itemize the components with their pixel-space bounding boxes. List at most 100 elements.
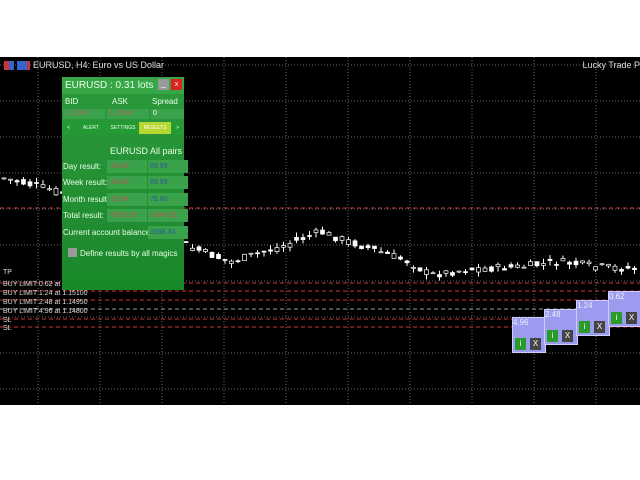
candle <box>632 267 637 270</box>
candle <box>450 272 455 276</box>
tab-next[interactable]: > <box>176 125 180 131</box>
candle <box>424 269 429 275</box>
candle <box>216 254 221 260</box>
candle <box>567 261 572 265</box>
candle <box>339 236 345 241</box>
candle <box>502 268 507 271</box>
candle <box>430 272 436 275</box>
minimize-button[interactable]: _ <box>158 79 169 90</box>
candle <box>313 229 319 233</box>
tab-prev[interactable]: < <box>66 125 70 131</box>
magics-checkbox-label[interactable]: Define results by all magics <box>80 249 178 258</box>
order-label: BUY LIMIT 2.48 at 1.14950 <box>3 299 88 306</box>
magics-checkbox[interactable] <box>68 248 77 257</box>
candle <box>593 266 598 271</box>
row-label: Total result: <box>63 211 104 220</box>
candle <box>8 178 13 181</box>
day-all: 69.99 <box>148 160 188 173</box>
candle <box>183 241 189 243</box>
order-box: 4.96 i X <box>512 317 546 353</box>
candle <box>417 267 423 272</box>
candle <box>437 274 442 278</box>
candle <box>40 184 46 188</box>
order-info-button[interactable]: i <box>515 338 526 350</box>
candle <box>385 251 390 254</box>
candle <box>53 188 59 196</box>
order-label-tp: TP <box>3 269 12 276</box>
candle <box>300 237 306 240</box>
candle <box>34 182 39 184</box>
candle <box>47 188 52 191</box>
order-close-button[interactable]: X <box>594 321 605 333</box>
close-button[interactable]: x <box>171 79 182 90</box>
candle <box>365 245 371 248</box>
candle <box>580 260 585 264</box>
order-info-button[interactable]: i <box>579 321 590 333</box>
candle <box>255 252 260 255</box>
candle <box>515 264 520 268</box>
candle <box>508 264 514 268</box>
tab-settings[interactable]: SETTINGS <box>110 125 136 131</box>
spread-label: Spread <box>152 97 178 106</box>
order-info-button[interactable]: i <box>547 330 558 342</box>
candle <box>190 247 195 251</box>
candle <box>599 263 605 266</box>
order-label: BUY LIMIT 4.96 at 1.14800 <box>3 308 88 315</box>
candle <box>222 259 228 261</box>
tab-results[interactable]: RESULTS <box>139 122 172 134</box>
candle <box>287 243 293 248</box>
candle <box>443 270 449 274</box>
order-lots: 1.24 <box>577 301 593 310</box>
candle <box>521 266 527 269</box>
total-all: -6340.91 <box>148 209 188 222</box>
candle <box>534 261 540 267</box>
candle <box>586 261 592 265</box>
candle <box>235 260 241 263</box>
candle <box>307 235 312 237</box>
candle <box>606 263 611 267</box>
panel-title: EURUSD : 0.31 lots <box>62 77 184 94</box>
candle <box>333 236 338 242</box>
col-symbol: EURUSD <box>110 146 149 156</box>
order-label: BUY LIMIT 0.62 at <box>3 281 61 288</box>
candle <box>248 252 254 255</box>
candle <box>495 263 501 268</box>
candle <box>391 253 397 259</box>
candle <box>359 245 364 250</box>
order-label-sl: SL <box>3 317 12 324</box>
order-box: 0.62 i X <box>608 291 640 327</box>
balance-value: 3598.34 <box>148 226 188 239</box>
tab-alert[interactable]: ALERT <box>82 125 99 131</box>
expert-name: Lucky Trade P <box>582 60 640 70</box>
candle <box>528 261 533 266</box>
month-all: 78.80 <box>148 193 188 206</box>
candle <box>320 229 325 235</box>
price-chart[interactable]: EURUSD, H4: Euro vs US Dollar Lucky Trad… <box>0 57 640 405</box>
candle <box>203 248 208 253</box>
chart-title: EURUSD, H4: Euro vs US Dollar <box>33 60 165 70</box>
order-box: 1.24 i X <box>576 300 610 336</box>
candle <box>352 240 358 247</box>
balance-label: Current account balance <box>63 228 151 237</box>
candle <box>612 265 618 271</box>
row-label: Month result: <box>63 195 110 204</box>
ask-label: ASK <box>112 97 129 106</box>
week-symbol: -34.46 <box>107 176 147 189</box>
order-label-sl: SL <box>3 325 12 332</box>
candle <box>482 267 488 272</box>
ask-value: 1.15397 <box>107 109 149 119</box>
candle <box>326 232 332 236</box>
candle <box>268 249 273 252</box>
order-close-button[interactable]: X <box>530 338 541 350</box>
row-label: Week result: <box>63 178 108 187</box>
candle <box>554 264 559 266</box>
bid-value: 1.15397 <box>63 109 105 119</box>
total-symbol: -6393.29 <box>107 209 147 222</box>
order-close-button[interactable]: X <box>626 312 637 324</box>
candle <box>14 180 20 183</box>
chart-title-bar: EURUSD, H4: Euro vs US Dollar <box>4 60 164 70</box>
candle <box>463 271 468 273</box>
order-info-button[interactable]: i <box>611 312 622 324</box>
order-lots: 0.62 <box>609 292 625 301</box>
order-close-button[interactable]: X <box>562 330 573 342</box>
